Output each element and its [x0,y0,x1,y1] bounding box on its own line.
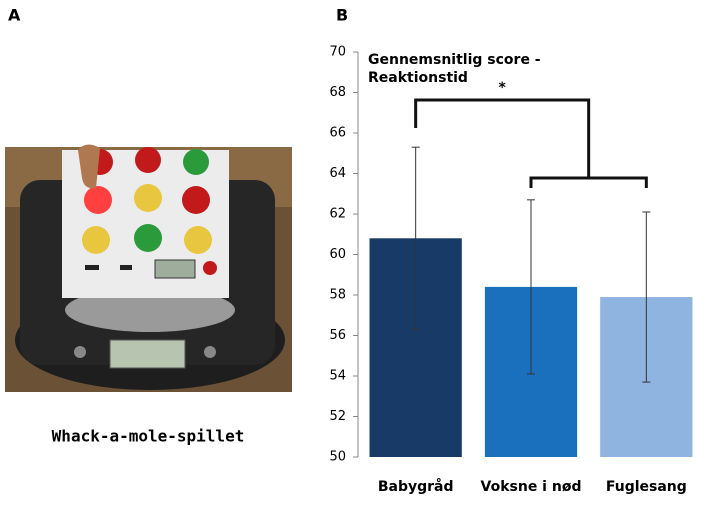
y-tick-label: 68 [329,85,346,100]
y-tick-label: 58 [329,288,346,303]
y-tick-label: 66 [329,126,346,141]
y-tick-label: 62 [329,207,346,222]
bracket [414,98,591,178]
y-tick-label: 60 [329,247,346,262]
annotation: * [499,80,507,96]
photo-caption: Whack-a-mole-spillet [52,427,245,446]
x-tick-label: Fuglesang [606,479,687,495]
y-tick-label: 54 [329,369,346,384]
y-tick-label: 56 [329,328,346,343]
y-tick-label: 64 [329,166,346,181]
y-tick-label: 52 [329,409,346,424]
chart-title: Reaktionstid [368,70,468,86]
x-tick-label: Voksne i nød [481,479,582,495]
panel-label: A [8,6,21,25]
y-tick-label: 50 [329,450,346,465]
photo [5,144,292,392]
y-tick-label: 70 [329,45,346,60]
bracket [529,176,648,188]
x-tick-label: Babygråd [378,478,454,495]
chart-title: Gennemsnitlig score - [368,52,541,68]
panel-label: B [336,6,348,25]
